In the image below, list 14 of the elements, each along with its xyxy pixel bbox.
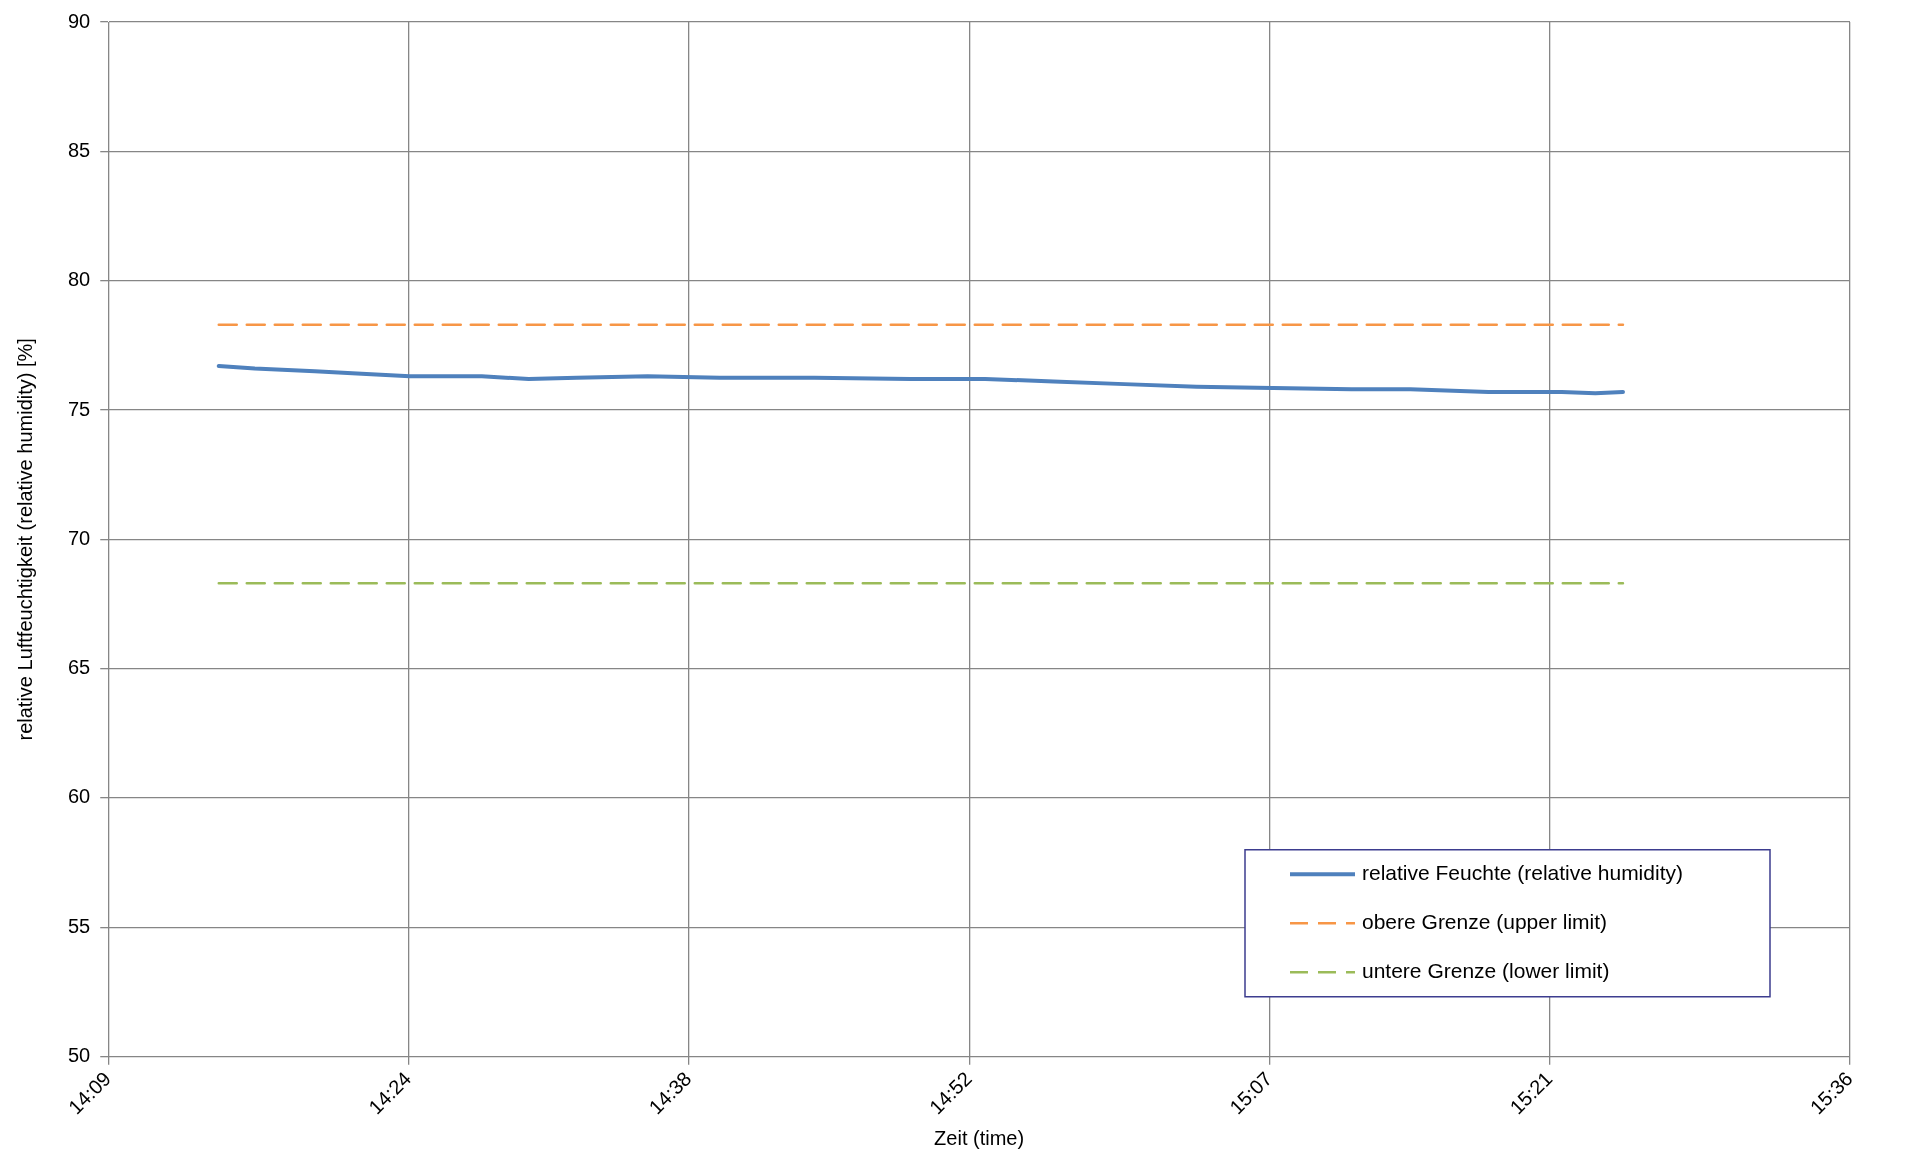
y-tick-label: 65 <box>68 656 91 679</box>
y-tick-label: 85 <box>68 138 91 161</box>
y-tick-label: 70 <box>68 526 91 549</box>
y-tick-label: 50 <box>68 1044 91 1067</box>
x-axis-title: Zeit (time) <box>934 1126 1025 1149</box>
y-tick-label: 60 <box>68 785 91 808</box>
y-tick-label: 55 <box>68 914 91 937</box>
y-axis-title: relative Luftfeuchtigkeit (relative humidity) [%] <box>13 338 36 741</box>
legend-label: relative Feuchte (relative humidity) <box>1362 860 1683 884</box>
legend-label: untere Grenze (lower limit) <box>1362 958 1610 982</box>
y-tick-label: 75 <box>68 397 91 420</box>
y-tick-label: 80 <box>68 268 91 291</box>
y-tick-label: 90 <box>68 9 91 32</box>
legend-label: obere Grenze (upper limit) <box>1362 909 1608 933</box>
